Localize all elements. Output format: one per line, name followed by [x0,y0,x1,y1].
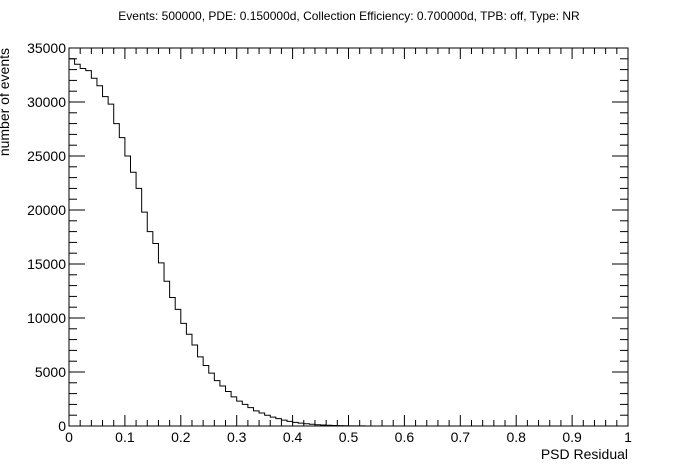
x-tick-label: 0.6 [395,429,415,445]
x-tick-label: 0.7 [451,429,471,445]
x-tick-label: 0.2 [171,429,191,445]
x-tick-label: 0.5 [339,429,359,445]
chart-title: Events: 500000, PDE: 0.150000d, Collecti… [118,9,580,23]
y-tick-label: 20000 [27,202,66,218]
y-tick-label: 35000 [27,40,66,56]
y-tick-label: 5000 [35,364,66,380]
x-tick-label: 0.9 [562,429,582,445]
x-tick-label: 1 [624,429,632,445]
y-axis-label: number of events [0,48,12,156]
y-axis: 0 5000 10000 15000 20000 25000 30000 35000 [27,40,628,434]
y-tick-label: 25000 [27,148,66,164]
x-tick-label: 0.1 [115,429,135,445]
y-tick-label: 0 [58,418,66,434]
x-axis: 0 0.1 0.2 0.3 0.4 0.5 0.6 0.7 0.8 0.9 1 [65,48,632,445]
x-tick-label: 0.4 [283,429,303,445]
y-tick-label: 30000 [27,94,66,110]
y-tick-label: 15000 [27,256,66,272]
x-tick-label: 0.8 [506,429,526,445]
x-tick-label: 0.3 [227,429,247,445]
x-tick-label: 0 [65,429,73,445]
histogram-series [69,58,377,427]
y-tick-label: 10000 [27,310,66,326]
x-axis-label: PSD Residual [541,446,628,462]
